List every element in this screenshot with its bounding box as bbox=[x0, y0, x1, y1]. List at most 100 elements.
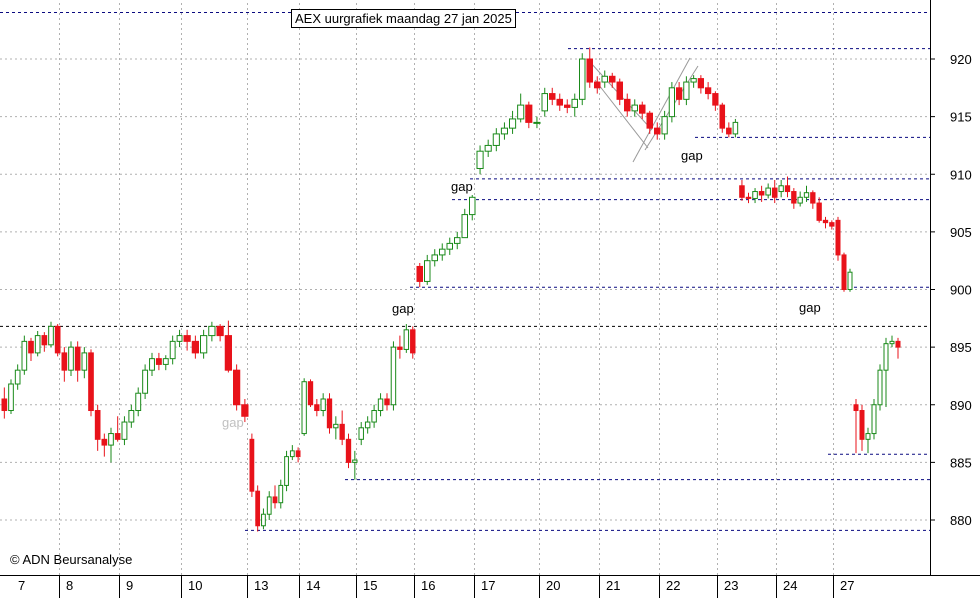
candle-up bbox=[461, 214, 468, 239]
trend-line bbox=[632, 57, 691, 163]
gap-annotation: gap bbox=[681, 148, 703, 163]
candle-up bbox=[865, 433, 871, 440]
candle-down bbox=[654, 127, 661, 135]
candle-up bbox=[871, 404, 877, 435]
candle-up bbox=[446, 242, 453, 250]
candle-up bbox=[320, 398, 326, 412]
candle-up bbox=[176, 335, 183, 342]
candle-down bbox=[739, 185, 745, 198]
candle-down bbox=[841, 254, 847, 291]
candle-down bbox=[255, 490, 261, 527]
candle-down bbox=[233, 369, 241, 406]
candle-down bbox=[816, 202, 822, 221]
candle-down bbox=[94, 410, 101, 440]
x-tick-label: 21 bbox=[606, 578, 620, 593]
candle-up bbox=[517, 104, 525, 120]
candle-up bbox=[14, 369, 21, 385]
candle-up bbox=[169, 340, 176, 360]
x-tick-label: 22 bbox=[666, 578, 680, 593]
candle-up bbox=[352, 459, 358, 463]
candle-down bbox=[525, 104, 533, 123]
candle-up bbox=[431, 254, 438, 262]
gap-annotation: gap bbox=[222, 415, 244, 430]
candle-down bbox=[54, 325, 61, 354]
candle-up bbox=[301, 381, 307, 435]
candle-up bbox=[364, 421, 371, 429]
candle-down bbox=[549, 93, 556, 100]
candle-up bbox=[571, 98, 578, 108]
candle-down bbox=[339, 423, 345, 440]
candle-up bbox=[492, 133, 500, 146]
candle-up bbox=[533, 121, 541, 124]
trend-line bbox=[594, 79, 649, 149]
candle-up bbox=[333, 423, 339, 429]
candle-up bbox=[21, 340, 28, 371]
candle-up bbox=[34, 335, 41, 354]
y-tick-label: 900 bbox=[950, 283, 972, 298]
candle-down bbox=[183, 335, 191, 342]
candle-down bbox=[384, 398, 390, 406]
candle-up bbox=[390, 346, 397, 406]
gap-annotation: gap bbox=[392, 301, 414, 316]
candle-down bbox=[719, 104, 726, 129]
x-tick-label: 17 bbox=[481, 578, 495, 593]
candle-up bbox=[377, 398, 384, 412]
candle-down bbox=[646, 112, 653, 129]
candle-down bbox=[191, 340, 199, 354]
candle-down bbox=[1, 398, 8, 412]
candle-down bbox=[624, 98, 631, 112]
candle-up bbox=[8, 383, 14, 412]
candle-down bbox=[326, 398, 333, 429]
candle-up bbox=[278, 484, 284, 504]
candle-down bbox=[345, 438, 352, 463]
candle-up bbox=[108, 433, 114, 446]
y-tick-label: 890 bbox=[950, 398, 972, 413]
candle-up bbox=[484, 144, 492, 152]
candle-up bbox=[752, 191, 758, 199]
candle-down bbox=[249, 438, 255, 492]
x-tick-label: 9 bbox=[126, 578, 133, 593]
y-tick-label: 880 bbox=[950, 513, 972, 528]
candle-down bbox=[697, 78, 704, 89]
candle-down bbox=[745, 196, 752, 199]
candle-down bbox=[616, 81, 623, 100]
candle-up bbox=[284, 456, 289, 486]
candle-up bbox=[403, 329, 410, 350]
candle-up bbox=[847, 271, 853, 290]
candle-down bbox=[41, 335, 48, 346]
candle-up bbox=[803, 192, 810, 198]
candle-down bbox=[835, 219, 841, 256]
candle-up bbox=[142, 369, 149, 394]
candle-up bbox=[208, 325, 216, 337]
candle-down bbox=[241, 404, 249, 417]
candle-up bbox=[877, 369, 883, 406]
candle-down bbox=[784, 185, 791, 193]
x-tick-label: 16 bbox=[421, 578, 435, 593]
candle-up bbox=[454, 237, 461, 244]
candle-up bbox=[732, 121, 739, 135]
candle-up bbox=[476, 150, 484, 169]
candle-down bbox=[609, 75, 616, 83]
candle-up bbox=[162, 358, 169, 365]
candle-down bbox=[88, 352, 94, 412]
candle-up bbox=[668, 87, 675, 118]
candle-up bbox=[469, 196, 476, 216]
chart-title: AEX uurgrafiek maandag 27 jan 2025 bbox=[291, 9, 516, 28]
x-tick-label: 15 bbox=[363, 578, 377, 593]
candle-down bbox=[155, 358, 162, 365]
candle-down bbox=[416, 265, 423, 282]
candle-down bbox=[791, 191, 797, 204]
candle-up bbox=[509, 118, 517, 129]
x-tick-label: 27 bbox=[840, 578, 854, 593]
x-tick-label: 23 bbox=[724, 578, 738, 593]
candle-down bbox=[397, 346, 403, 350]
candle-up bbox=[371, 410, 377, 423]
candle-down bbox=[829, 222, 835, 227]
candle-up bbox=[631, 104, 638, 112]
candle-down bbox=[705, 87, 712, 95]
y-tick-label: 915 bbox=[950, 110, 972, 125]
candle-up bbox=[81, 352, 88, 371]
candle-down bbox=[676, 87, 683, 100]
candle-down bbox=[101, 438, 108, 446]
